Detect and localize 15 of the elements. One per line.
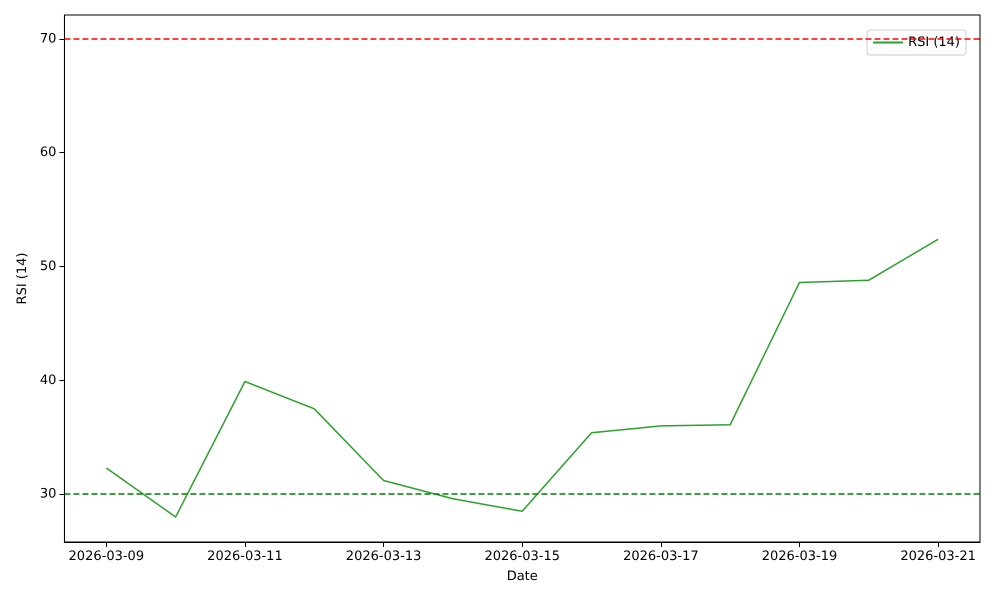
y-tick-label: 30	[40, 486, 56, 502]
line-series	[106, 238, 939, 518]
x-tick-label: 2026-03-11	[207, 549, 283, 564]
x-tick-label: 2026-03-17	[623, 549, 699, 564]
y-tick-label: 40	[40, 372, 56, 388]
x-tick-label: 2026-03-13	[346, 549, 422, 564]
x-tick-label: 2026-03-21	[900, 549, 976, 564]
x-axis-title: Date	[506, 569, 538, 584]
y-tick-label: 50	[40, 259, 56, 274]
y-tick-label: 60	[40, 145, 56, 160]
x-tick-label: 2026-03-09	[68, 549, 144, 564]
x-tick-label: 2026-03-15	[484, 549, 560, 564]
x-tick-label: 2026-03-19	[762, 549, 838, 564]
y-axis-title: RSI (14)	[15, 252, 30, 304]
y-tick-label: 70	[40, 31, 56, 46]
